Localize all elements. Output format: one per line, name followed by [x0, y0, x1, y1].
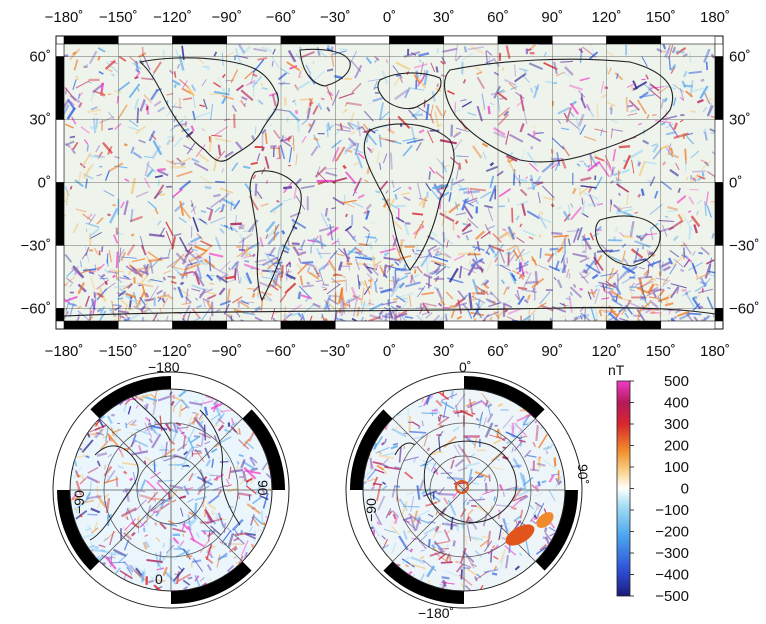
colorbar-tick-label: 300 — [664, 416, 689, 433]
lon-tick-label: −30˚ — [320, 9, 350, 26]
lon-ticks-bottom: −180˚ −150˚ −120˚ −90˚ −60˚ −30˚ 0˚ 30˚ 60˚ 90˚ 12… — [45, 343, 730, 360]
colorbar-tick-label: 100 — [664, 459, 689, 476]
colorbar-tick-label: −300 — [655, 545, 689, 562]
lon-tick-label: 180˚ — [700, 9, 730, 26]
coastlines — [64, 48, 715, 317]
south-graticule — [363, 389, 565, 591]
lon-tick-label: 180˚ — [700, 343, 730, 360]
north-polar-map: −180 90 −90 0 — [52, 359, 290, 609]
lat-ticks-right: 60˚ 30˚ 0˚ −30˚ −60˚ — [729, 49, 759, 318]
lat-tick-label: 0˚ — [38, 175, 51, 192]
lon-tick-label: −60˚ — [266, 9, 296, 26]
global-map: −180˚ −150˚ −120˚ −90˚ −60˚ −30˚ 0˚ 30˚ 60˚ 90˚ 12… — [21, 9, 760, 360]
colorbar-tick-label: −100 — [655, 502, 689, 519]
lon-tick-label: 150˚ — [646, 9, 676, 26]
lon-tick-label: 90˚ — [541, 343, 563, 360]
colorbar-unit: nT — [608, 362, 625, 378]
colorbar-gradient — [616, 380, 631, 597]
lat-tick-label: 0˚ — [729, 175, 742, 192]
south-label-top: 0˚ — [459, 359, 471, 375]
south-label-right: 90˚ — [575, 464, 591, 484]
lon-tick-label: −90˚ — [212, 9, 242, 26]
colorbar-tick-label: −200 — [655, 524, 689, 541]
map-frame-bar — [55, 35, 724, 330]
lon-tick-label: −150˚ — [99, 343, 138, 360]
lon-tick-label: 60˚ — [487, 343, 509, 360]
lon-tick-label: −150˚ — [99, 9, 138, 26]
north-label-left: −90 — [71, 490, 87, 514]
colorbar-tick-label: −500 — [655, 588, 689, 605]
colorbar-tick-label: 500 — [664, 373, 689, 390]
north-label-right: 90 — [255, 480, 271, 496]
lon-tick-label: 120˚ — [591, 343, 621, 360]
lat-tick-label: −60˚ — [729, 300, 759, 317]
lat-tick-label: −30˚ — [21, 237, 51, 254]
north-coastlines — [89, 394, 241, 541]
lat-tick-label: 30˚ — [729, 112, 751, 129]
lat-tick-label: 60˚ — [729, 49, 751, 66]
lat-tick-label: 30˚ — [29, 112, 51, 129]
south-polar-map: 0˚ 90˚ −90 −180˚ — [345, 359, 591, 621]
lon-tick-label: −120˚ — [153, 9, 192, 26]
lon-tick-label: −180˚ — [45, 343, 84, 360]
lon-tick-label: 90˚ — [541, 9, 563, 26]
lon-tick-label: 30˚ — [433, 9, 455, 26]
lat-ticks-left: 60˚ 30˚ 0˚ −30˚ −60˚ — [21, 49, 51, 318]
lon-tick-label: 60˚ — [487, 9, 509, 26]
south-coastlines — [394, 440, 517, 524]
lon-tick-label: −30˚ — [320, 343, 350, 360]
lat-tick-label: −30˚ — [729, 237, 759, 254]
colorbar-tick-label: −400 — [655, 567, 689, 584]
north-graticule — [70, 389, 272, 591]
lat-tick-label: −60˚ — [21, 300, 51, 317]
lon-tick-label: 30˚ — [433, 343, 455, 360]
lat-tick-label: 60˚ — [29, 49, 51, 66]
south-highlight-anomaly — [455, 480, 554, 546]
lon-tick-label: 120˚ — [591, 9, 621, 26]
colorbar-tick-label: 0 — [681, 481, 689, 498]
colorbar-ticks: 500 400 300 200 100 0 −100 −200 −300 −400 −500 — [630, 373, 689, 605]
lon-tick-label: −90˚ — [212, 343, 242, 360]
south-label-left: −90 — [363, 498, 379, 522]
lon-tick-label: 0˚ — [383, 9, 396, 26]
south-label-bottom: −180˚ — [418, 605, 454, 621]
north-label-top: −180 — [148, 359, 180, 375]
colorbar-tick-label: 400 — [664, 395, 689, 412]
colorbar-tick-label: 200 — [664, 438, 689, 455]
colorbar: nT 500 400 300 200 100 0 −100 −200 −300 −400 −500 — [608, 362, 689, 605]
lon-tick-label: −120˚ — [153, 343, 192, 360]
lon-tick-label: 150˚ — [646, 343, 676, 360]
lon-tick-label: −180˚ — [45, 9, 84, 26]
lon-tick-label: 0˚ — [383, 343, 396, 360]
lon-tick-label: −60˚ — [266, 343, 296, 360]
north-label-bottom: 0 — [155, 571, 163, 587]
lon-ticks-top: −180˚ −150˚ −120˚ −90˚ −60˚ −30˚ 0˚ 30˚ 60˚ 90˚ 12… — [45, 9, 730, 26]
